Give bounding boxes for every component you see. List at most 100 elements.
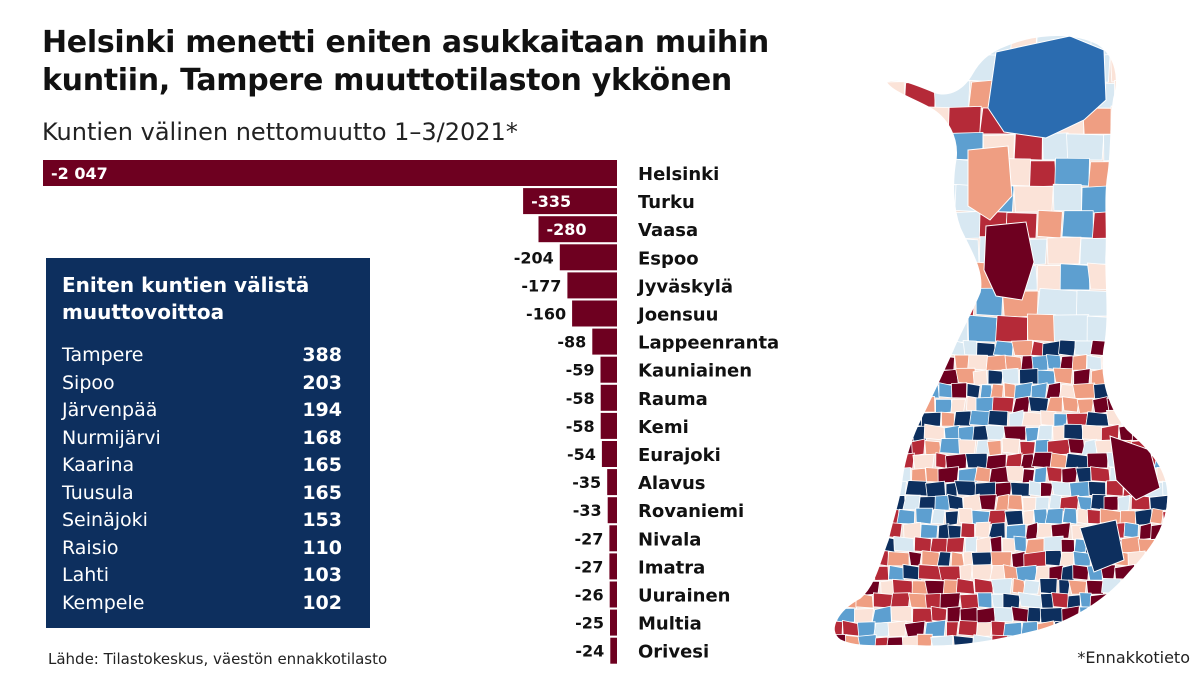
map-municipality <box>833 494 840 511</box>
bar-value-label: -59 <box>566 361 595 380</box>
map-municipality <box>1149 158 1169 187</box>
map-municipality <box>1037 369 1056 385</box>
map-municipality <box>857 35 898 57</box>
map-municipality <box>1121 35 1162 57</box>
map-municipality <box>1087 161 1124 189</box>
map-municipality <box>1007 494 1024 511</box>
bar-value-label: -335 <box>531 192 571 211</box>
category-label: Rovaniemi <box>638 501 744 522</box>
map-municipality <box>1174 539 1192 553</box>
map-municipality <box>945 237 980 265</box>
map-municipality <box>912 607 934 623</box>
map-municipality <box>1044 507 1064 525</box>
map-municipality <box>990 577 1013 595</box>
map-municipality <box>833 212 864 240</box>
map-municipality <box>1133 564 1149 581</box>
map-municipality <box>986 648 1001 664</box>
map-municipality <box>833 132 866 161</box>
gains-row: Kempele 102 <box>62 590 354 618</box>
map-municipality <box>863 383 878 399</box>
map-municipality <box>886 396 904 413</box>
category-label: Orivesi <box>638 642 709 663</box>
map-municipality <box>1093 382 1113 400</box>
map-municipality <box>1039 607 1063 624</box>
map-municipality <box>898 648 918 664</box>
map-municipality <box>1107 235 1138 265</box>
map-municipality <box>860 158 895 187</box>
map-municipality <box>1019 440 1036 456</box>
map-municipality <box>1118 354 1136 371</box>
gains-row-value: 203 <box>302 371 342 394</box>
map-municipality <box>1142 106 1169 135</box>
gains-row-value: 194 <box>302 399 342 421</box>
map-municipality <box>1013 535 1027 553</box>
map-municipality <box>842 381 866 399</box>
map-municipality <box>833 537 847 553</box>
map-municipality <box>1058 339 1077 357</box>
map-municipality <box>842 465 865 483</box>
map-municipality <box>976 341 996 357</box>
map-municipality <box>946 621 959 637</box>
map-municipality <box>1040 592 1054 609</box>
map-municipality <box>887 480 907 497</box>
map-municipality <box>1085 411 1110 427</box>
category-label: Joensuu <box>636 305 718 326</box>
map-municipality <box>1060 649 1072 664</box>
map-municipality <box>1071 354 1088 371</box>
map-municipality <box>833 396 839 415</box>
map-municipality <box>885 636 906 647</box>
map-municipality <box>919 523 939 539</box>
map-municipality <box>911 438 926 457</box>
map-municipality <box>854 411 872 428</box>
map-municipality <box>1132 395 1154 413</box>
map-municipality <box>887 551 910 567</box>
map-municipality <box>1002 537 1016 553</box>
map-municipality <box>896 508 916 525</box>
map-municipality <box>844 552 863 568</box>
map-municipality <box>1160 367 1169 387</box>
map-municipality <box>1045 650 1059 664</box>
map-municipality <box>967 314 998 343</box>
map-municipality <box>1142 580 1159 595</box>
map-municipality <box>1029 160 1058 188</box>
map-municipality <box>1170 341 1191 356</box>
map-municipality <box>916 341 934 357</box>
map-municipality <box>947 524 962 540</box>
map-municipality <box>848 494 871 511</box>
map-region-kittila <box>967 145 1013 221</box>
map-municipality <box>1164 523 1169 539</box>
map-municipality <box>1075 466 1092 483</box>
map-municipality <box>833 185 856 214</box>
map-municipality <box>939 438 962 455</box>
map-municipality <box>1175 564 1189 580</box>
map-municipality <box>1026 606 1043 623</box>
map-municipality <box>1004 509 1024 526</box>
map-municipality <box>858 510 873 527</box>
map-municipality <box>1164 550 1169 567</box>
category-label: Alavus <box>638 473 706 494</box>
map-municipality <box>873 621 890 638</box>
map-municipality <box>970 649 986 664</box>
map-municipality <box>1110 55 1136 83</box>
bar <box>609 525 617 552</box>
map-municipality <box>836 451 858 469</box>
map-municipality <box>919 131 955 161</box>
map-municipality <box>918 649 933 664</box>
map-municipality <box>901 635 920 647</box>
map-municipality <box>987 369 1004 385</box>
map-municipality <box>1036 287 1079 317</box>
map-municipality <box>1112 607 1132 623</box>
map-municipality <box>987 410 1009 427</box>
map-municipality <box>930 508 946 525</box>
map-municipality <box>904 368 926 385</box>
map-municipality <box>957 620 978 637</box>
map-municipality <box>882 521 903 539</box>
map-municipality <box>1147 354 1167 371</box>
map-municipality <box>833 159 863 187</box>
map-municipality <box>972 369 988 387</box>
category-label: Lappeenranta <box>638 333 779 354</box>
category-label: Kemi <box>638 417 689 438</box>
map-municipality <box>886 210 924 240</box>
map-municipality <box>1010 481 1032 497</box>
